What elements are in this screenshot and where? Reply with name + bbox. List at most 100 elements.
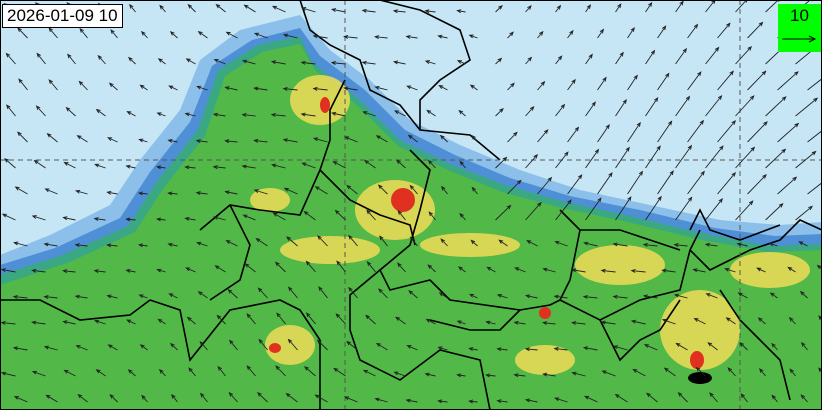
wind-arrow (484, 373, 496, 378)
wind-arrow (169, 31, 178, 39)
wind-arrow (225, 31, 238, 39)
wind-arrow (456, 320, 466, 325)
wind-arrow (62, 216, 76, 221)
wind-arrow (747, 21, 764, 39)
wind-arrow (612, 294, 628, 299)
wind-arrow (675, 144, 693, 169)
wind-arrow (507, 82, 515, 91)
wind-arrow (79, 27, 88, 39)
wind-arrow (807, 78, 822, 91)
wind-arrow (614, 393, 628, 403)
wind-arrow (456, 373, 466, 378)
wind-arrow (36, 52, 46, 65)
wind-arrow (663, 367, 676, 377)
wind-arrow (424, 9, 436, 14)
wind-arrow (405, 398, 418, 403)
wind-arrow (5, 52, 16, 65)
wind-arrow (255, 238, 268, 247)
wind-arrow (707, 342, 718, 351)
wind-arrow (705, 293, 718, 299)
wind-arrow (737, 292, 748, 299)
wind-arrow (673, 243, 688, 247)
wind-arrow (438, 292, 448, 299)
wind-arrow (171, 393, 178, 403)
wind-arrow (485, 320, 496, 325)
wind-arrow (525, 5, 532, 13)
wind-arrow (597, 171, 613, 195)
wind-arrow (253, 138, 268, 143)
wind-arrow (12, 346, 28, 351)
wind-arrow (31, 370, 46, 377)
wind-arrow (44, 188, 58, 195)
wind-arrow (727, 367, 736, 377)
wind-arrow (495, 57, 503, 65)
wind-arrow (769, 292, 778, 299)
wind-arrow (106, 243, 118, 248)
wind-arrow (301, 162, 316, 169)
wind-arrow (314, 186, 328, 195)
wind-arrow (567, 174, 583, 195)
wind-arrow (571, 268, 586, 273)
wind-arrow (366, 209, 376, 221)
wind-arrow (440, 185, 448, 195)
wind-arrow (45, 394, 58, 403)
wind-arrow (301, 7, 316, 13)
wind-arrow (63, 161, 76, 169)
wind-arrow (406, 345, 418, 351)
wind-arrow (168, 293, 178, 299)
wind-arrow (627, 26, 635, 39)
wind-arrow (106, 294, 118, 299)
wind-arrow (735, 45, 753, 65)
wind-arrow (244, 263, 256, 273)
wind-arrow (138, 294, 148, 299)
wind-arrow (374, 35, 388, 40)
wind-arrow (632, 368, 646, 377)
wind-arrow (407, 134, 418, 143)
wind-arrow (675, 196, 693, 221)
wind-arrow (43, 242, 58, 247)
wind-arrow (48, 79, 58, 91)
wind-arrow (630, 319, 646, 325)
wind-arrow (74, 294, 88, 299)
wind-arrow (799, 290, 808, 299)
wind-arrow (424, 60, 436, 65)
wind-arrow (405, 34, 418, 39)
wind-arrow (687, 119, 705, 143)
wind-arrow (657, 120, 673, 143)
wind-arrow (229, 339, 238, 351)
wind-arrow (125, 217, 136, 222)
wind-arrow (553, 346, 568, 351)
wind-arrow (630, 268, 646, 273)
wind-arrow (717, 70, 734, 91)
wind-arrow (139, 84, 148, 91)
wind-arrow (486, 266, 496, 273)
wind-arrow (375, 135, 388, 143)
wind-arrow (303, 210, 316, 221)
wind-arrow (395, 316, 406, 325)
wind-arrow (787, 266, 796, 273)
wind-arrow (12, 294, 28, 299)
wind-arrow (75, 345, 88, 351)
wind-arrow (213, 215, 226, 221)
wind-arrow (159, 4, 166, 13)
wind-arrow (585, 101, 596, 117)
wind-arrow (542, 267, 556, 273)
wind-arrow (217, 365, 226, 377)
wind-arrow (6, 104, 16, 117)
wind-arrow (496, 294, 508, 299)
wind-arrow (582, 346, 598, 351)
wind-arrow (740, 393, 748, 403)
wind-arrow (138, 138, 148, 143)
wind-arrow (582, 294, 598, 299)
wind-arrow (687, 170, 705, 195)
wind-arrow (74, 243, 88, 248)
wind-arrow (212, 112, 226, 117)
wind-arrow (46, 133, 58, 143)
wind-arrow (768, 242, 778, 247)
wind-arrow (228, 391, 238, 403)
wind-arrow (216, 314, 226, 325)
wind-arrow (158, 368, 166, 377)
wind-arrow (125, 268, 136, 273)
